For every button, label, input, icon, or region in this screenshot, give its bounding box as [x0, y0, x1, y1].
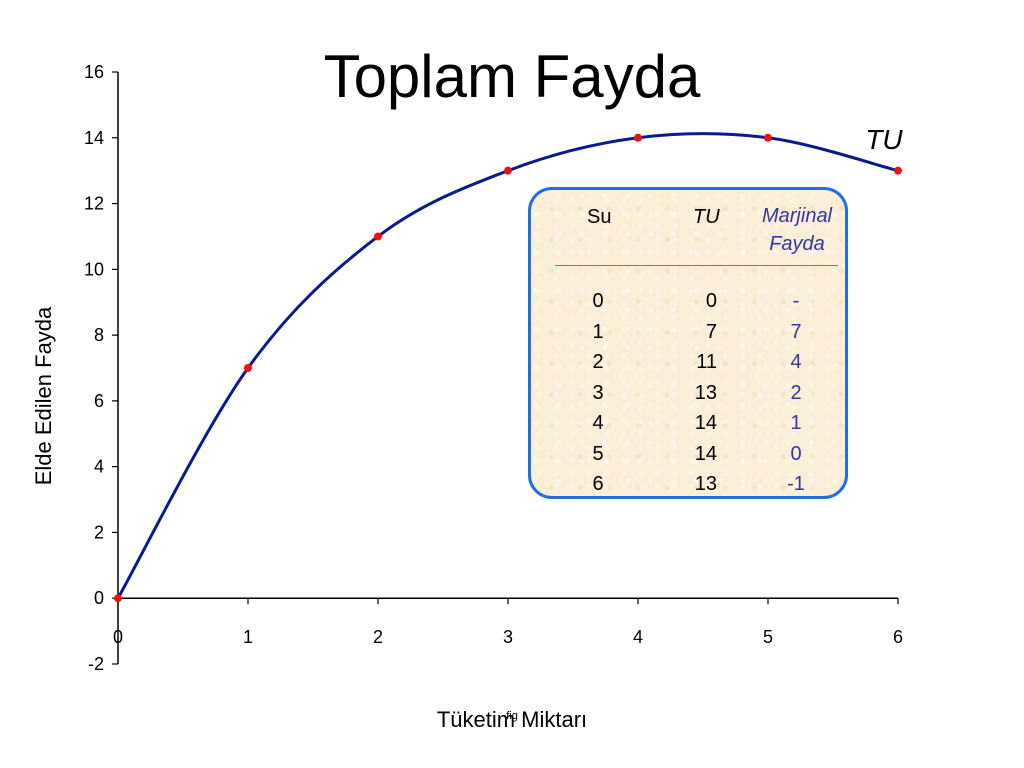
y-tick-label: 8 — [94, 325, 104, 345]
table-header-su: Su — [587, 206, 612, 228]
tu-series-points — [114, 133, 902, 603]
y-tick-label: -2 — [88, 654, 104, 674]
table-header-mu: Marjinal Fayda — [751, 202, 843, 258]
y-tick-label: 14 — [84, 128, 104, 148]
cell-su: 6 — [592, 473, 604, 495]
y-tick-label: 16 — [84, 62, 104, 82]
cell-su: 4 — [592, 412, 604, 434]
cell-su: 0 — [592, 290, 604, 312]
y-tick-label: 10 — [84, 259, 104, 279]
table-header-mu-line2: Fayda — [769, 233, 825, 255]
cell-mu: 1 — [790, 412, 802, 434]
chart-title: Toplam Fayda — [324, 43, 701, 110]
y-tick-label: 12 — [84, 194, 104, 214]
cell-mu: 4 — [790, 351, 802, 373]
cell-tu: 14 — [694, 442, 717, 465]
cell-mu: - — [792, 290, 800, 312]
cell-mu: 7 — [790, 320, 802, 343]
x-tick-label: 5 — [763, 627, 773, 647]
x-tick-label: 0 — [113, 627, 123, 647]
tu-data-point — [374, 232, 382, 241]
cell-mu: 2 — [790, 381, 802, 404]
x-axis-title: Tüketim Miktarı — [437, 707, 587, 732]
footnote-text: fig — [506, 710, 518, 722]
table-header-divider — [555, 265, 838, 266]
tu-data-point — [244, 364, 252, 372]
table-row: 3 13 2 — [531, 378, 845, 409]
tu-data-point — [634, 133, 642, 142]
x-tick-label: 4 — [633, 627, 643, 647]
cell-tu: 0 — [705, 290, 717, 312]
y-tick-label: 6 — [94, 391, 104, 411]
x-tick-label: 2 — [373, 627, 383, 647]
cell-tu: 13 — [694, 381, 717, 404]
table-row: 5 14 0 — [531, 439, 845, 470]
table-rows: 0 0 - 1 7 7 2 11 4 3 13 2 4 14 1 5 14 0 6 13 -1 — [531, 286, 845, 500]
table-row: 2 11 4 — [531, 347, 845, 378]
x-tick-label: 1 — [243, 627, 253, 647]
cell-tu: 7 — [705, 320, 717, 343]
table-row: 4 14 1 — [531, 408, 845, 439]
cell-mu: 0 — [790, 442, 802, 465]
cell-su: 3 — [592, 381, 604, 404]
y-tick-label: 2 — [94, 522, 104, 542]
y-tick-label: 0 — [94, 588, 104, 608]
cell-tu: 14 — [694, 412, 717, 434]
table-row: 0 0 - — [531, 286, 845, 317]
table-header-mu-line1: Marjinal — [761, 205, 833, 227]
table-header-tu: TU — [693, 206, 720, 228]
tu-data-point — [114, 594, 122, 603]
cell-su: 1 — [592, 320, 604, 343]
cell-tu: 11 — [696, 351, 717, 373]
y-axis-title: Elde Edilen Fayda — [31, 306, 56, 485]
table-row: 6 13 -1 — [531, 469, 845, 500]
tu-data-point — [894, 166, 902, 175]
cell-tu: 13 — [694, 473, 717, 495]
x-tick-label: 3 — [503, 627, 513, 647]
cell-su: 5 — [592, 442, 604, 465]
table-row: 1 7 7 — [531, 317, 845, 348]
tu-data-point — [764, 133, 772, 142]
series-label-tu: TU — [865, 124, 903, 155]
y-tick-label: 4 — [94, 457, 104, 477]
cell-mu: -1 — [787, 473, 805, 495]
x-tick-label: 6 — [893, 627, 903, 647]
tu-data-point — [504, 166, 512, 175]
cell-su: 2 — [592, 351, 604, 373]
